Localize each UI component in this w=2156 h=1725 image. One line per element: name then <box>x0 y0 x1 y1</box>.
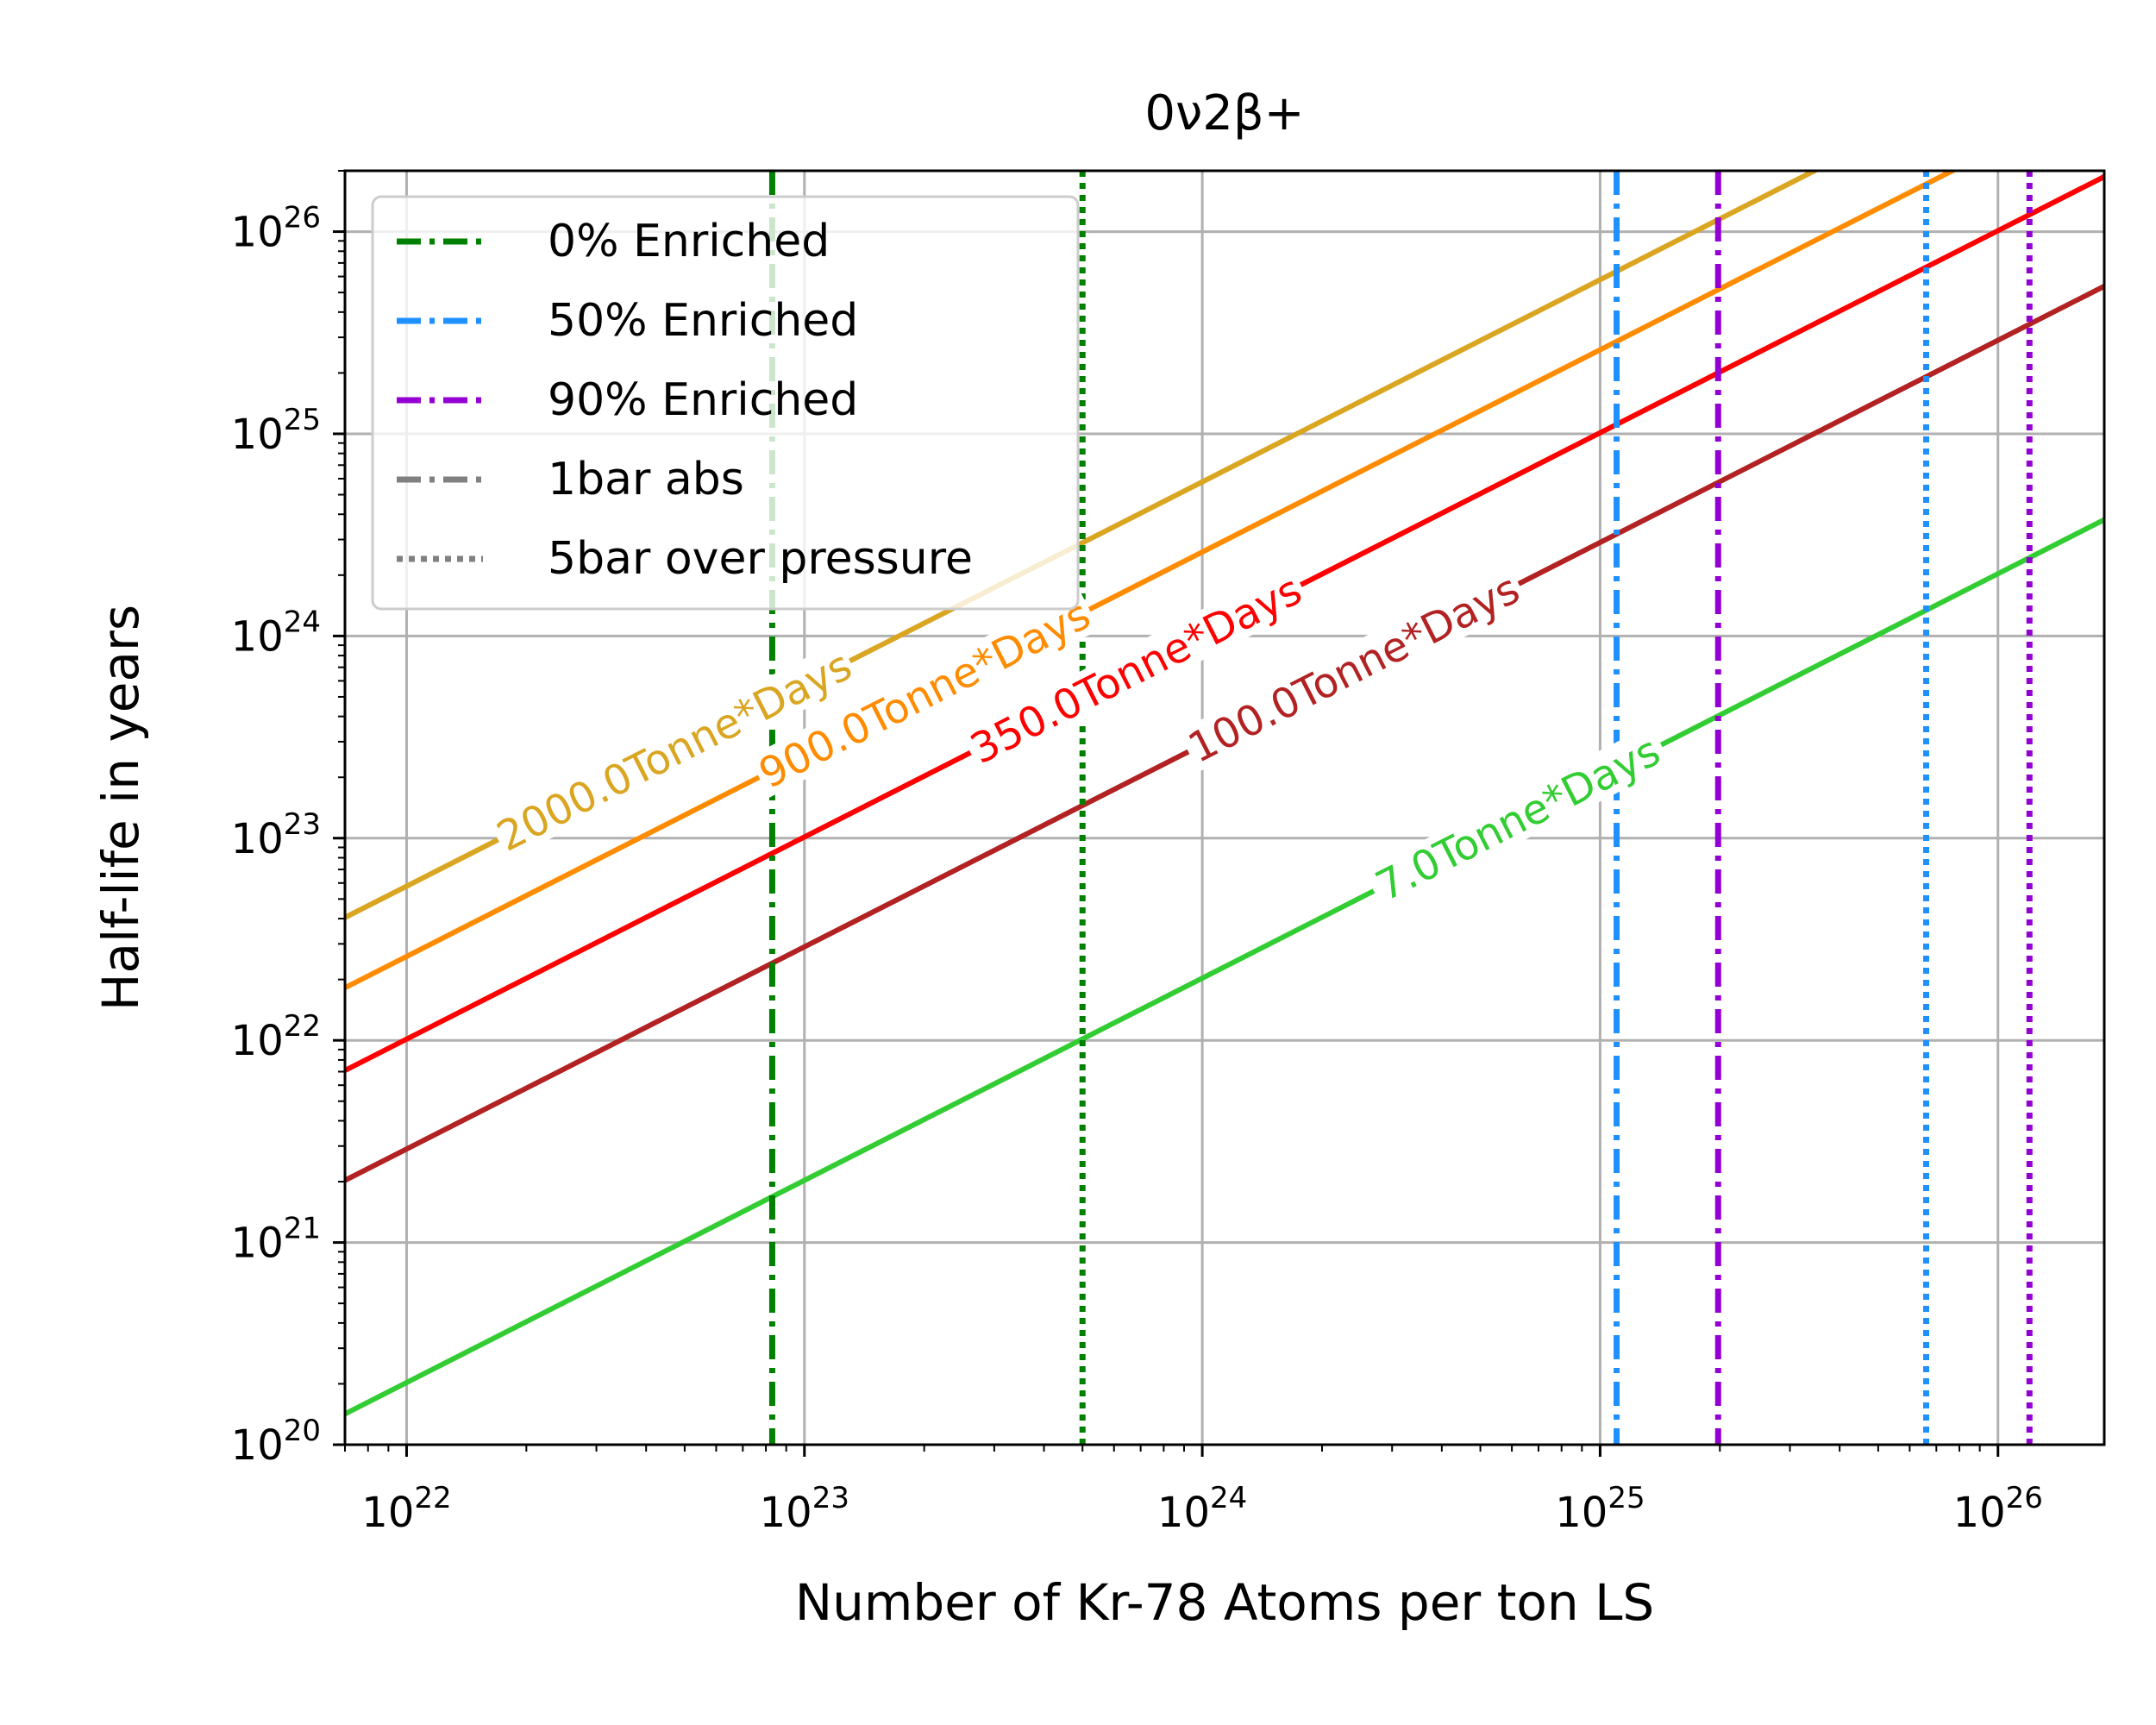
x-tick-label: 1024 <box>1157 1481 1247 1537</box>
line-label-background <box>960 564 1312 774</box>
y-tick-label: 1025 <box>231 403 321 459</box>
line-label: 7.0Tonne*Days <box>1369 727 1668 911</box>
legend-label: 1bar abs <box>548 454 744 505</box>
y-tick-label: 1026 <box>231 201 321 257</box>
tick-layer: 1022 1023 1024 1025 1026 1020 1021 1022 1023 1024… <box>231 170 2043 1537</box>
chart-title: 0ν2β+ <box>1144 85 1304 141</box>
legend-label: 0% Enriched <box>548 216 830 267</box>
y-tick-label: 1023 <box>231 807 321 863</box>
line-label-background <box>487 640 861 861</box>
line-label-background <box>1178 563 1529 773</box>
legend: 0% Enriched 50% Enriched 90% Enriched 1bar … <box>371 195 1080 611</box>
legend-label: 50% Enriched <box>548 295 858 347</box>
y-tick-label: 1024 <box>231 605 321 661</box>
series-line <box>345 171 1959 990</box>
x-tick-label: 1026 <box>1953 1481 2043 1537</box>
series-line <box>345 517 2104 1416</box>
x-tick-label: 1025 <box>1555 1481 1645 1537</box>
line-label-background <box>749 589 1100 798</box>
y-tick-label: 1020 <box>231 1414 321 1470</box>
legend-label: 5bar over pressure <box>548 533 973 585</box>
vertical-lines-layer <box>768 171 2033 1445</box>
y-tick-label: 1021 <box>231 1212 321 1268</box>
x-axis-label: Number of Kr-78 Atoms per ton LS <box>795 1573 1654 1632</box>
line-label-background <box>1363 724 1672 912</box>
legend-box <box>371 195 1080 611</box>
y-tick-label: 1022 <box>231 1009 321 1065</box>
y-axis-label: Half-life in years <box>91 605 150 1011</box>
x-tick-label: 1023 <box>760 1481 849 1537</box>
x-tick-label: 1022 <box>361 1481 451 1537</box>
legend-label: 90% Enriched <box>548 374 858 426</box>
plot-frame <box>343 169 2106 1446</box>
